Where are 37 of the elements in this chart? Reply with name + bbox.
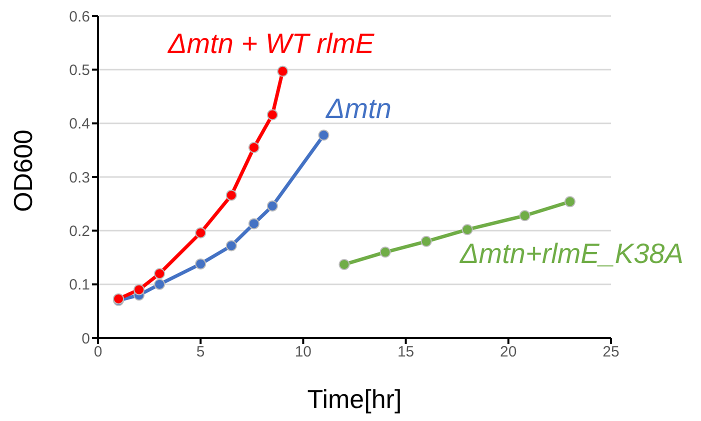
point	[564, 196, 576, 208]
point	[195, 258, 206, 270]
x-tick-label: 15	[397, 344, 414, 361]
point	[420, 236, 432, 247]
x-axis-title: Time[hr]	[307, 384, 402, 414]
series-label: Δmtn + WT rlmE	[168, 28, 374, 60]
point	[338, 258, 350, 270]
point	[277, 66, 288, 77]
point	[248, 218, 260, 230]
x-tick-label: 25	[602, 344, 620, 361]
point	[266, 109, 278, 120]
y-tick-label: 0.5	[69, 62, 90, 79]
x-tick-label: 0	[94, 344, 102, 361]
y-axis-title: OD600	[8, 130, 38, 212]
point	[248, 142, 260, 153]
point	[226, 190, 237, 201]
point	[519, 210, 530, 222]
y-tick-label: 0.4	[69, 116, 90, 133]
x-tick-label: 5	[196, 344, 205, 361]
point	[318, 130, 330, 141]
series-label: Δmtn	[326, 93, 392, 125]
y-tick-label: 0.1	[69, 276, 90, 294]
y-tick-label: 0.3	[69, 169, 90, 186]
point	[266, 200, 278, 212]
point	[154, 268, 166, 280]
point	[462, 224, 473, 236]
y-tick-label: 0	[82, 330, 90, 348]
point	[195, 227, 206, 238]
x-tick-label: 20	[500, 344, 517, 361]
y-tick-label: 0.6	[69, 8, 90, 26]
x-tick-label: 10	[294, 344, 312, 361]
y-tick-label: 0.2	[69, 222, 90, 240]
series-label: Δmtn+rlmE_K38A	[460, 238, 684, 270]
point	[226, 240, 237, 252]
point	[380, 246, 391, 258]
point	[134, 284, 145, 296]
point	[154, 278, 166, 290]
